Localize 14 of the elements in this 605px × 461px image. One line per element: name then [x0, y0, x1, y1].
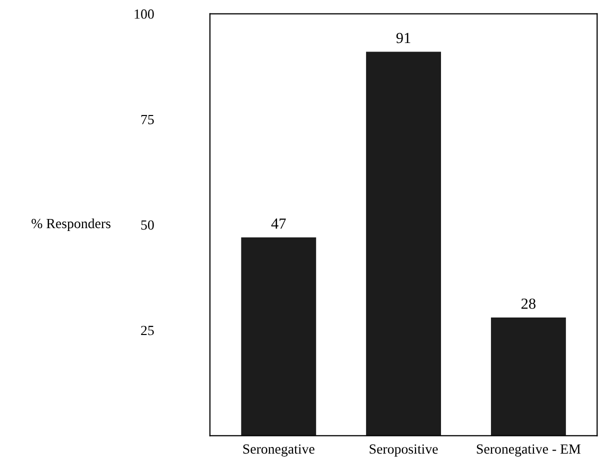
data-label: 47: [271, 218, 286, 229]
x-tick-label: Seronegative: [243, 444, 314, 457]
x-tick-label: Seropositive: [370, 444, 438, 457]
y-tick-label: 50: [141, 220, 154, 230]
bar: [241, 237, 316, 436]
y-tick-label: 100: [134, 9, 154, 19]
y-tick-label: 75: [141, 115, 154, 124]
bar: [366, 52, 442, 436]
data-label: 28: [521, 298, 536, 309]
y-axis-title: % Responders: [32, 218, 110, 232]
data-label: 91: [396, 32, 410, 44]
bar: [490, 318, 566, 436]
y-tick-label: 25: [141, 326, 154, 336]
x-tick-label: Seronegative - EM: [476, 444, 580, 457]
